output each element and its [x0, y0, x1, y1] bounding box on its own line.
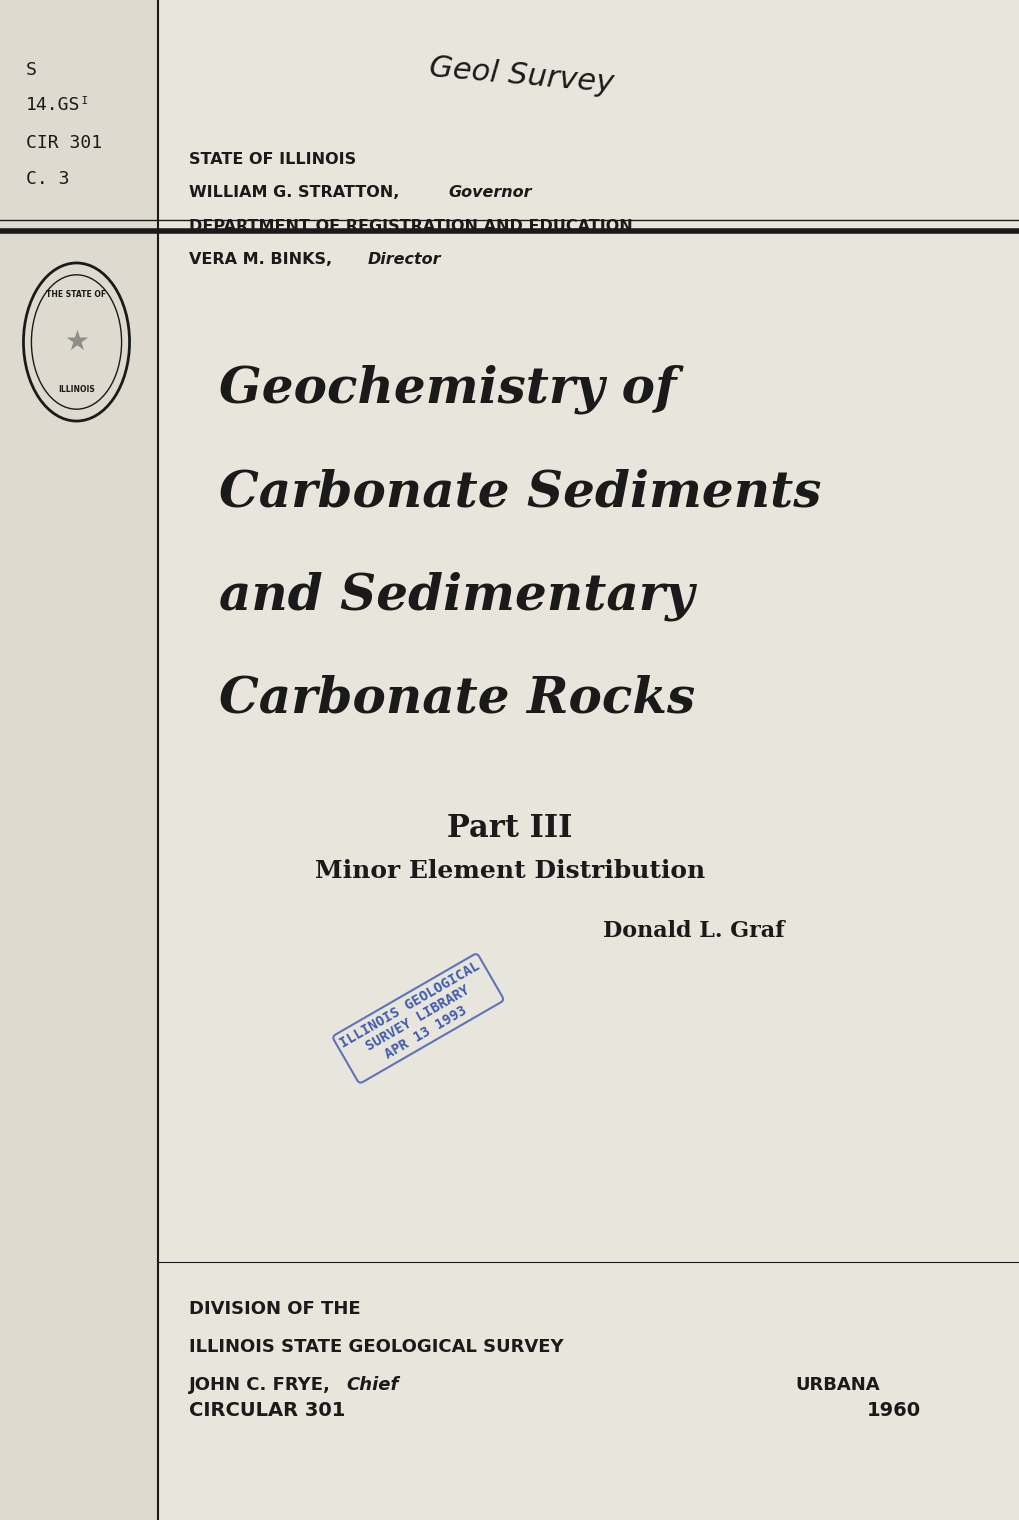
Text: Geochemistry of: Geochemistry of [219, 365, 677, 415]
Text: C. 3: C. 3 [25, 170, 69, 188]
Text: ★: ★ [64, 328, 89, 356]
Text: 14.GSᴵ: 14.GSᴵ [25, 96, 91, 114]
Text: VERA M. BINKS,: VERA M. BINKS, [189, 252, 337, 268]
Text: Director: Director [367, 252, 440, 268]
Text: Geol Survey: Geol Survey [428, 53, 614, 99]
Text: DIVISION OF THE: DIVISION OF THE [189, 1300, 360, 1318]
Text: Governor: Governor [448, 185, 532, 201]
Text: 1960: 1960 [866, 1401, 920, 1420]
Text: Donald L. Graf: Donald L. Graf [602, 920, 784, 941]
Text: ILLINOIS STATE GEOLOGICAL SURVEY: ILLINOIS STATE GEOLOGICAL SURVEY [189, 1338, 562, 1356]
Text: JOHN C. FRYE,: JOHN C. FRYE, [189, 1376, 336, 1394]
Text: Part III: Part III [447, 813, 572, 844]
Text: ILLINOIS: ILLINOIS [58, 385, 95, 394]
Text: ILLINOIS GEOLOGICAL
SURVEY LIBRARY
APR 13 1993: ILLINOIS GEOLOGICAL SURVEY LIBRARY APR 1… [337, 959, 498, 1078]
Text: and Sedimentary: and Sedimentary [219, 572, 694, 622]
Text: WILLIAM G. STRATTON,: WILLIAM G. STRATTON, [189, 185, 405, 201]
Text: Carbonate Sediments: Carbonate Sediments [219, 468, 821, 517]
Text: THE STATE OF: THE STATE OF [47, 290, 106, 299]
Text: STATE OF ILLINOIS: STATE OF ILLINOIS [189, 152, 356, 167]
Text: DEPARTMENT OF REGISTRATION AND EDUCATION: DEPARTMENT OF REGISTRATION AND EDUCATION [189, 219, 632, 234]
Text: CIRCULAR 301: CIRCULAR 301 [189, 1401, 344, 1420]
Text: URBANA: URBANA [795, 1376, 879, 1394]
Text: CIR 301: CIR 301 [25, 134, 102, 152]
Text: Carbonate Rocks: Carbonate Rocks [219, 675, 695, 724]
Text: S: S [25, 61, 37, 79]
Text: Minor Element Distribution: Minor Element Distribution [315, 859, 704, 883]
FancyBboxPatch shape [0, 0, 158, 1520]
Text: Chief: Chief [346, 1376, 398, 1394]
